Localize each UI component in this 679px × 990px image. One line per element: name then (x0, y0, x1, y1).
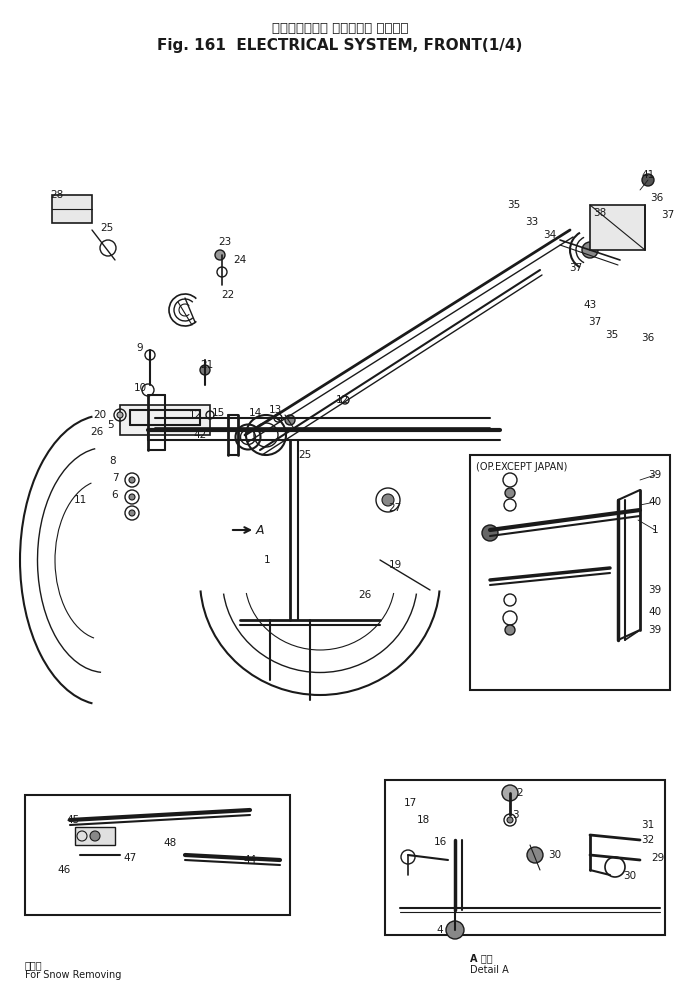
Text: 36: 36 (650, 193, 663, 203)
Text: 28: 28 (50, 190, 64, 200)
Text: 44: 44 (243, 855, 257, 865)
Circle shape (527, 847, 543, 863)
Text: 5: 5 (107, 420, 113, 430)
Text: 26: 26 (90, 427, 104, 437)
Text: 40: 40 (648, 607, 661, 617)
Text: 14: 14 (249, 408, 261, 418)
Text: 47: 47 (124, 853, 136, 863)
Text: エレクトリカル システム， フロント: エレクトリカル システム， フロント (272, 22, 408, 35)
Text: 25: 25 (100, 223, 113, 233)
Bar (470, 455, 670, 690)
Text: 39: 39 (648, 470, 661, 480)
Text: 26: 26 (359, 590, 371, 600)
Text: 41: 41 (642, 170, 655, 180)
Text: 2: 2 (517, 788, 524, 798)
Text: 40: 40 (648, 497, 661, 507)
Text: 16: 16 (433, 837, 447, 847)
Text: 32: 32 (642, 835, 655, 845)
Text: 37: 37 (589, 317, 602, 327)
Circle shape (285, 415, 295, 425)
Text: 24: 24 (234, 255, 246, 265)
Text: 39: 39 (648, 625, 661, 635)
Circle shape (582, 242, 598, 258)
Text: 21: 21 (200, 360, 214, 370)
Text: 45: 45 (67, 815, 79, 825)
Text: 12: 12 (335, 395, 348, 405)
Text: 25: 25 (298, 450, 312, 460)
Text: 1: 1 (652, 525, 659, 535)
Text: 30: 30 (623, 871, 637, 881)
Text: 35: 35 (606, 330, 619, 340)
Circle shape (505, 625, 515, 635)
Text: 3: 3 (512, 810, 518, 820)
Circle shape (507, 817, 513, 823)
Text: 4: 4 (437, 925, 443, 935)
Text: 15: 15 (211, 408, 225, 418)
Text: 34: 34 (543, 230, 557, 240)
Text: 42: 42 (194, 430, 206, 440)
Circle shape (200, 365, 210, 375)
Text: 10: 10 (134, 383, 147, 393)
Text: 9: 9 (136, 343, 143, 353)
Text: 17: 17 (403, 798, 417, 808)
Circle shape (90, 831, 100, 841)
Text: Detail A: Detail A (470, 965, 509, 975)
Bar (385, 780, 665, 935)
Text: 36: 36 (642, 333, 655, 343)
Circle shape (446, 921, 464, 939)
Text: 12: 12 (188, 410, 202, 420)
Bar (590, 205, 645, 250)
Text: 13: 13 (268, 405, 282, 415)
Bar (120, 405, 210, 435)
Circle shape (382, 494, 394, 506)
Text: 20: 20 (94, 410, 107, 420)
Bar (25, 795, 290, 915)
Circle shape (215, 250, 225, 260)
Text: 11: 11 (73, 495, 87, 505)
Circle shape (129, 510, 135, 516)
Text: 18: 18 (416, 815, 430, 825)
Text: A 部詳: A 部詳 (470, 953, 493, 963)
Text: 46: 46 (57, 865, 71, 875)
Text: 27: 27 (388, 503, 401, 513)
Text: 33: 33 (526, 217, 538, 227)
Text: 19: 19 (388, 560, 401, 570)
Text: (OP.EXCEPT JAPAN): (OP.EXCEPT JAPAN) (476, 462, 568, 472)
Text: 30: 30 (549, 850, 562, 860)
Bar (52, 195, 92, 223)
Bar (75, 827, 115, 845)
Text: 8: 8 (110, 456, 116, 466)
Text: A: A (256, 524, 264, 537)
Circle shape (505, 488, 515, 498)
Circle shape (117, 412, 123, 418)
Text: 37: 37 (661, 210, 675, 220)
Text: 23: 23 (219, 237, 232, 247)
Text: 43: 43 (583, 300, 597, 310)
Text: 7: 7 (111, 473, 118, 483)
Text: 29: 29 (651, 853, 665, 863)
Circle shape (642, 174, 654, 186)
Text: 6: 6 (111, 490, 118, 500)
Circle shape (482, 525, 498, 541)
Text: 37: 37 (570, 263, 583, 273)
Text: 48: 48 (164, 838, 177, 848)
Text: 38: 38 (593, 208, 606, 218)
Text: For Snow Removing: For Snow Removing (25, 970, 122, 980)
Text: 35: 35 (507, 200, 521, 210)
Text: 雪対用: 雪対用 (25, 960, 43, 970)
Circle shape (129, 477, 135, 483)
Circle shape (129, 494, 135, 500)
Text: 22: 22 (221, 290, 235, 300)
Circle shape (502, 785, 518, 801)
Text: 1: 1 (263, 555, 270, 565)
Text: Fig. 161  ELECTRICAL SYSTEM, FRONT(1/4): Fig. 161 ELECTRICAL SYSTEM, FRONT(1/4) (158, 38, 523, 53)
Text: 39: 39 (648, 585, 661, 595)
Text: 31: 31 (642, 820, 655, 830)
